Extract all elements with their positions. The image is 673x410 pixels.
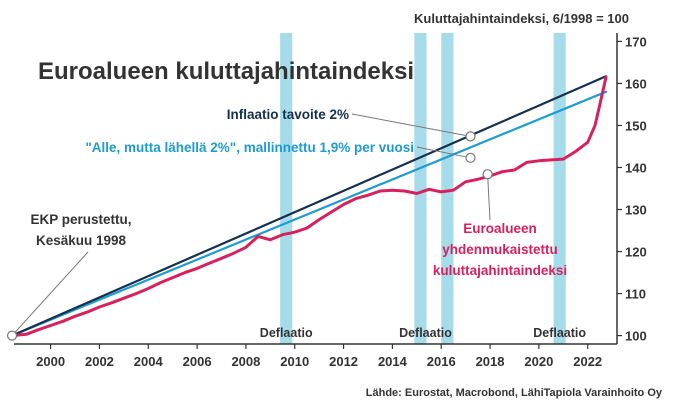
x-tick-label: 2018 (476, 354, 505, 369)
deflation-band (553, 33, 566, 344)
series-lines (10, 75, 608, 338)
chart-title: Euroalueen kuluttajahintaindeksi (38, 58, 414, 85)
deflation-band (280, 33, 293, 344)
ecb-founded-label-line2: Kesäkuu 1998 (36, 233, 127, 248)
y-tick-label: 110 (625, 287, 646, 302)
x-tick-label: 2000 (36, 354, 65, 369)
x-tick-label: 2014 (378, 354, 408, 369)
x-tick-label: 2004 (134, 354, 164, 369)
ecb-founded-label-line1: EKP perustettu, (30, 212, 131, 227)
hicp-line (10, 75, 608, 338)
y-tick-label: 130 (625, 203, 647, 218)
target-19pct-line (10, 90, 608, 337)
y-tick-label: 120 (625, 245, 647, 260)
ecb-founded-marker (6, 330, 18, 341)
y-axis-label: Kuluttajahintaindeksi, 6/1998 = 100 (414, 11, 629, 26)
deflation-band (414, 33, 427, 344)
x-tick-label: 2008 (231, 354, 260, 369)
target-19pct-label: "Alle, mutta lähellä 2%", mallinnettu 1,… (85, 140, 414, 155)
hicp-label-line2: yhdenmukaistettu (442, 242, 558, 257)
deflation-label: Deflaatio (533, 326, 586, 340)
x-tick-label: 2016 (427, 354, 456, 369)
y-tick-label: 150 (625, 118, 647, 133)
x-tick-label: 2002 (85, 354, 114, 369)
target-2pct-line (10, 75, 608, 337)
deflation-labels: Deflaatio Deflaatio Deflaatio (260, 326, 587, 340)
hicp-label-line3: kuluttajahintaindeksi (433, 263, 567, 278)
y-tick-label: 160 (625, 76, 647, 91)
y-tick-label: 170 (625, 34, 647, 49)
deflation-label: Deflaatio (260, 326, 313, 340)
ecb-founded-leader (11, 251, 89, 336)
x-tick-label: 2022 (573, 354, 602, 369)
annotation-leaders (6, 113, 493, 341)
x-tick-label: 2006 (183, 354, 212, 369)
hicp-label-line1: Euroalueen (463, 221, 537, 236)
deflation-label: Deflaatio (399, 326, 452, 340)
target-2pct-marker (465, 131, 476, 142)
axes (14, 33, 618, 345)
x-tick-label: 2020 (524, 354, 553, 369)
target-19pct-marker (465, 152, 476, 163)
hicp-marker (482, 169, 493, 180)
x-tick-label: 2012 (329, 354, 358, 369)
y-axis-ticks: 100 110 120 130 140 150 160 170 (617, 34, 647, 344)
target-2pct-label: Inflaatio tavoite 2% (227, 107, 349, 122)
x-tick-label: 2010 (280, 354, 309, 369)
y-tick-label: 140 (625, 160, 647, 175)
y-tick-label: 100 (625, 329, 647, 344)
target-19pct-leader (416, 146, 471, 159)
hicp-leader (487, 174, 491, 221)
target-2pct-leader (351, 113, 471, 137)
deflation-bands (280, 33, 566, 344)
deflation-band (441, 33, 454, 344)
x-axis-ticks: 2000 2002 2004 2006 2008 2010 2012 2014 2016 2018… (36, 344, 602, 369)
source-note: Lähde: Eurostat, Macrobond, LähiTapiola … (366, 387, 663, 399)
